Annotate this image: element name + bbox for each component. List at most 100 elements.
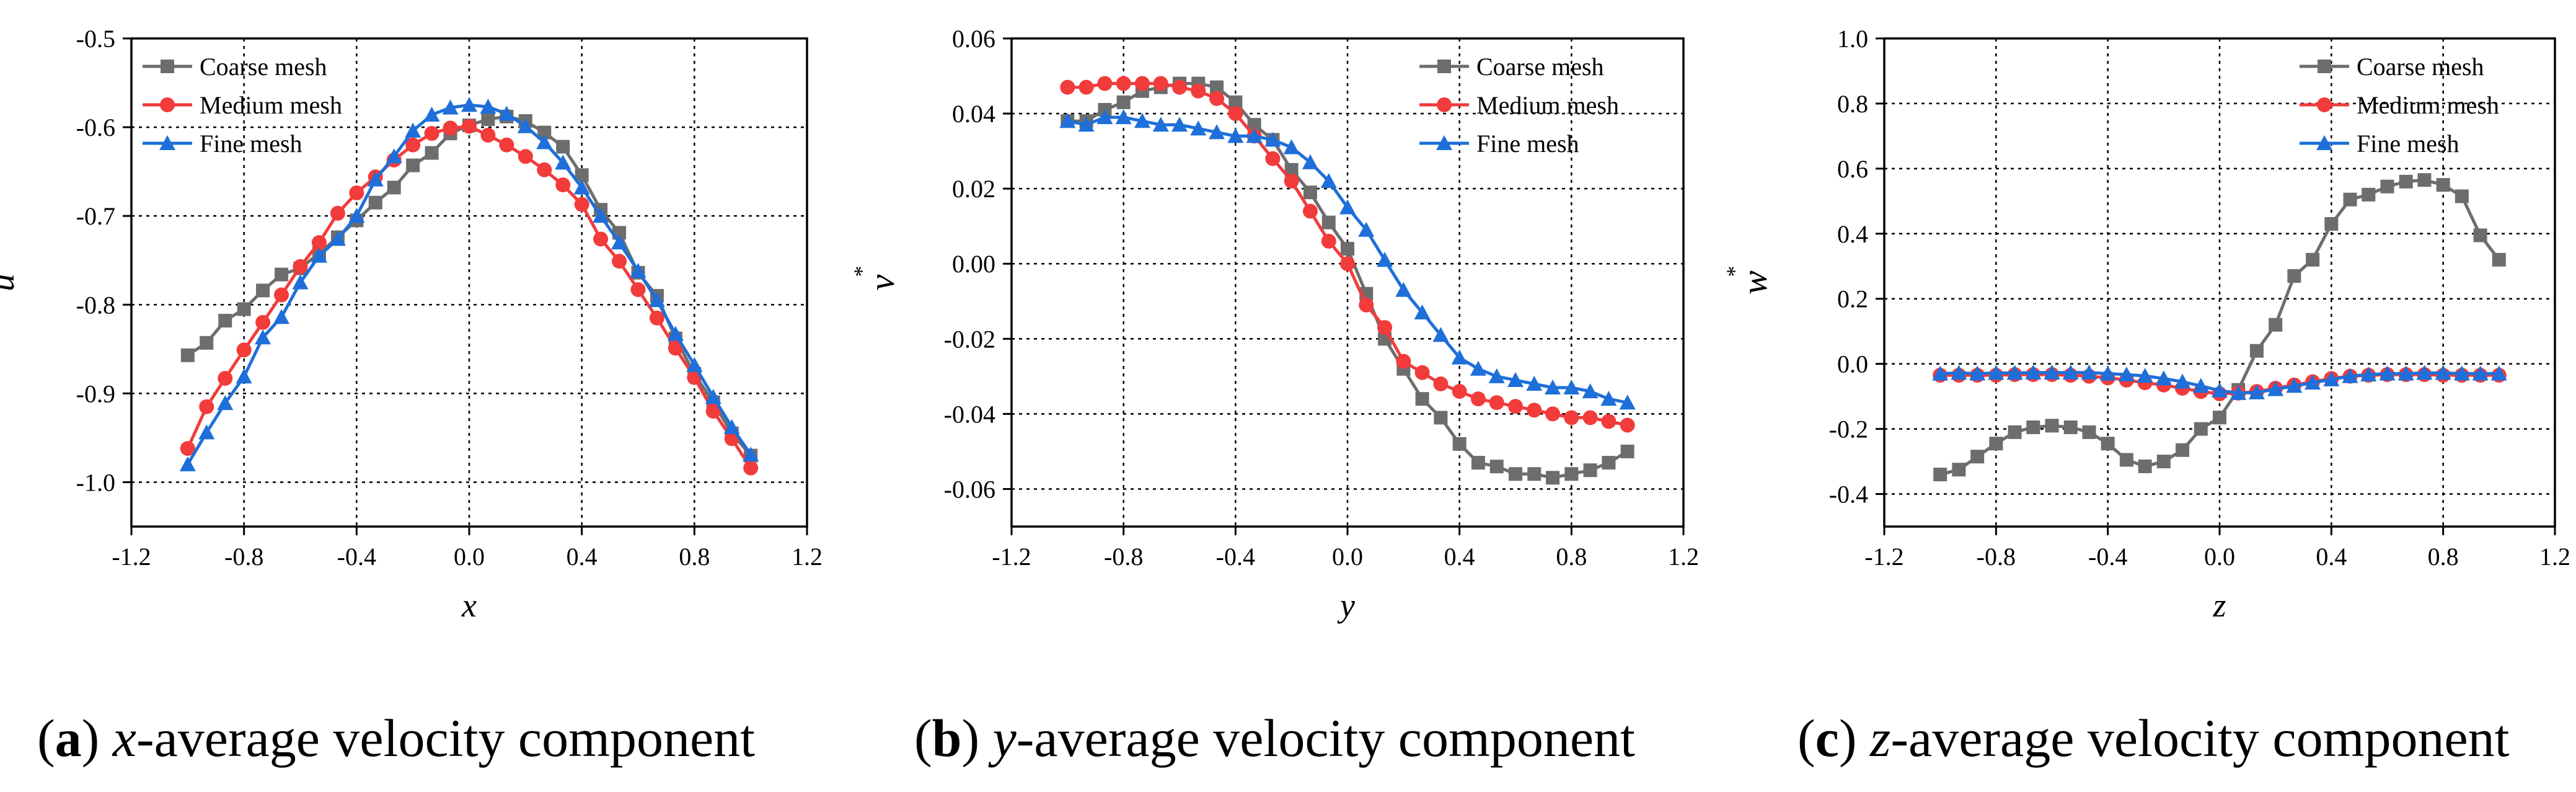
data-point-fine (386, 148, 402, 164)
legend-marker-coarse (2318, 60, 2331, 73)
data-point-fine (1988, 365, 2005, 380)
data-point-fine (1582, 383, 1599, 399)
y-tick-label: 0.8 (1837, 90, 1868, 118)
data-point-coarse (237, 302, 251, 316)
data-point-fine (648, 292, 665, 308)
data-point-fine (1152, 117, 1169, 132)
x-tick-label: 0.0 (454, 543, 485, 571)
data-point-fine (2137, 368, 2153, 383)
data-point-coarse (275, 267, 289, 282)
data-point-fine (2099, 365, 2116, 381)
data-point-fine (217, 395, 234, 411)
data-point-coarse (2492, 252, 2506, 267)
data-point-coarse (1303, 185, 1317, 200)
data-point-fine (2118, 366, 2135, 382)
data-point-coarse (1116, 95, 1131, 109)
legend-marker-medium (2317, 97, 2332, 112)
data-point-coarse (2119, 453, 2133, 467)
data-point-fine (1395, 282, 1412, 297)
data-point-fine (1932, 365, 1949, 381)
data-point-fine (2305, 375, 2321, 390)
data-point-coarse (2417, 173, 2432, 187)
data-point-fine (1059, 113, 1076, 128)
data-point-medium (1302, 203, 1318, 219)
data-point-medium (1134, 76, 1150, 91)
data-point-medium (1321, 233, 1336, 249)
data-point-medium (1564, 410, 1579, 425)
y-tick-label: -0.4 (1829, 481, 1868, 509)
y-tick-label: -0.5 (76, 25, 115, 53)
x-tick-label: 0.8 (1556, 543, 1587, 571)
data-point-medium (555, 177, 571, 193)
data-point-coarse (575, 168, 589, 182)
x-tick-label: 1.2 (1668, 543, 1699, 571)
caption-c: (c) z-average velocity component (1797, 708, 2510, 768)
y-tick-label: 0.02 (952, 175, 995, 203)
data-point-medium (1172, 79, 1187, 95)
data-point-fine (292, 274, 309, 290)
data-point-fine (2062, 364, 2079, 380)
legend-marker-medium (160, 97, 175, 112)
y-tick-label: 0.2 (1837, 285, 1868, 313)
x-axis-label: y (1337, 587, 1355, 624)
data-point-fine (705, 389, 721, 404)
data-point-medium (518, 149, 533, 164)
data-point-coarse (1210, 80, 1224, 94)
data-point-medium (1527, 403, 1542, 418)
y-tick-label: 0.0 (1837, 350, 1868, 378)
x-tick-label: 0.8 (679, 543, 710, 571)
y-axis-label: w (1734, 270, 1775, 295)
chart-panel-a: -1.2 -0.8 -0.4 0.0 0.4 0.8 1.2 -1.0 -0.9 -0.8 -0.7… (0, 25, 823, 624)
data-point-medium (1620, 417, 1635, 433)
data-point-coarse (1471, 456, 1485, 470)
data-point-coarse (1341, 242, 1354, 256)
data-point-coarse (1602, 456, 1616, 470)
data-point-medium (1097, 76, 1113, 91)
data-point-coarse (2156, 455, 2171, 469)
data-point-coarse (2380, 179, 2394, 194)
x-tick-label: -0.4 (337, 543, 376, 571)
chart-panel-c: -1.2 -0.8 -0.4 0.0 0.4 0.8 1.2 -0.4 -0.2 0.0 0.2 0.… (1722, 25, 2570, 624)
data-point-fine (667, 326, 684, 341)
legend-label-coarse: Coarse mesh (200, 53, 327, 81)
data-point-fine (723, 419, 740, 434)
data-point-medium (462, 118, 477, 134)
y-tick-label: 1.0 (1837, 25, 1868, 53)
data-point-fine (593, 208, 609, 223)
data-point-fine (1134, 113, 1150, 128)
y-tick-label: 0.04 (952, 100, 995, 128)
data-point-fine (442, 99, 459, 115)
data-point-fine (2379, 365, 2396, 381)
data-point-coarse (1434, 411, 1448, 425)
legend-marker-fine (2316, 135, 2332, 151)
data-point-fine (2416, 365, 2433, 380)
legend-marker-fine (1436, 135, 1452, 151)
data-point-medium (180, 441, 195, 456)
data-point-fine (1096, 109, 1113, 125)
data-point-coarse (2101, 437, 2115, 451)
data-point-coarse (1933, 468, 1947, 482)
data-point-coarse (2473, 228, 2487, 242)
data-point-fine (2453, 365, 2470, 381)
data-point-fine (179, 456, 196, 471)
data-point-coarse (1970, 450, 1985, 464)
x-tick-label: 0.0 (1332, 543, 1363, 571)
legend-marker-fine (159, 135, 175, 151)
y-tick-label: 0.6 (1837, 155, 1868, 183)
chart-panel-b: -1.2 -0.8 -0.4 0.0 0.4 0.8 1.2 -0.06 -0.04 -0.02 0… (849, 25, 1699, 624)
data-point-medium (499, 137, 514, 153)
y-tick-label: -0.6 (76, 113, 115, 141)
series-line-coarse (1939, 178, 2500, 476)
data-point-medium (293, 259, 308, 274)
data-point-coarse (2008, 425, 2022, 439)
x-tick-label: -1.2 (112, 543, 151, 571)
data-point-coarse (1546, 471, 1560, 485)
data-point-coarse (2455, 189, 2469, 203)
data-point-fine (1451, 349, 1468, 365)
data-point-fine (1507, 372, 1524, 387)
data-point-coarse (1321, 215, 1336, 229)
data-point-medium (199, 399, 214, 414)
data-point-coarse (1452, 437, 1467, 451)
data-point-fine (2360, 366, 2377, 382)
data-point-medium (1508, 399, 1523, 414)
